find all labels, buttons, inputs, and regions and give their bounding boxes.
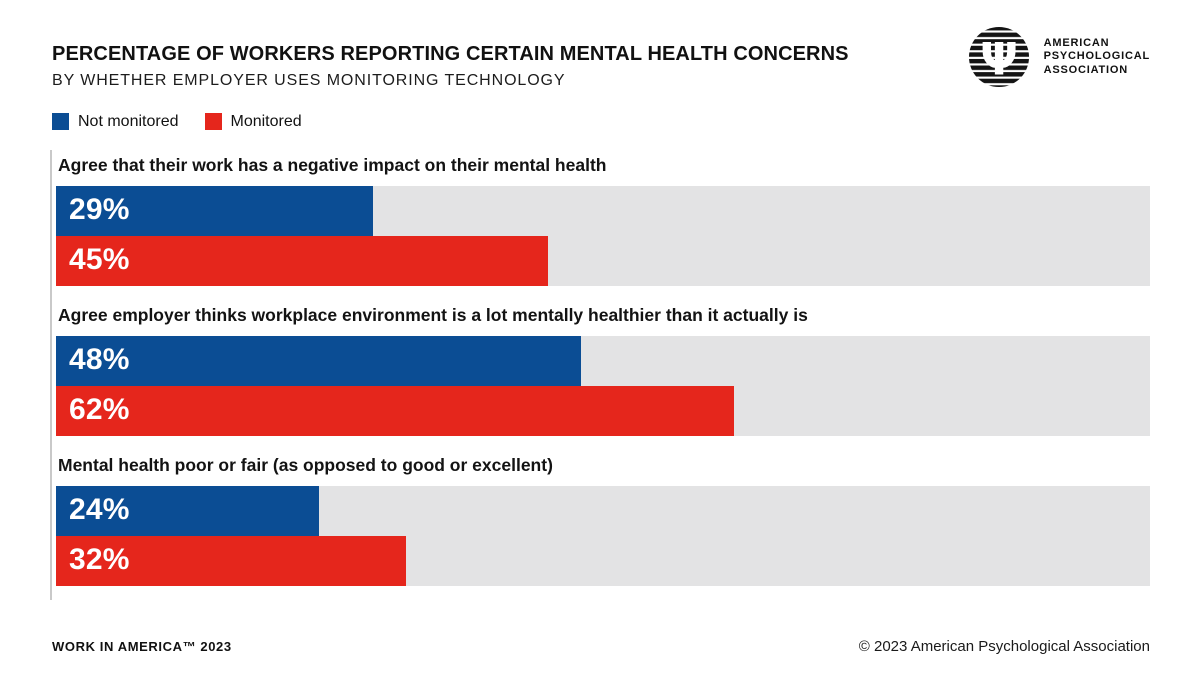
bar-track: 29% (56, 186, 1150, 236)
header: PERCENTAGE OF WORKERS REPORTING CERTAIN … (50, 0, 1150, 90)
bar-value-label: 29% (69, 193, 130, 226)
chart-group-employer-perception: Agree employer thinks workplace environm… (56, 304, 1150, 436)
legend-label-not-monitored: Not monitored (78, 112, 179, 130)
bar-value-label: 48% (69, 343, 130, 376)
bar-chart: Agree that their work has a negative imp… (50, 150, 1150, 600)
report-name: WORK IN AMERICA™ 2023 (52, 639, 232, 654)
not-monitored-swatch-icon (52, 112, 69, 130)
footer: WORK IN AMERICA™ 2023 © 2023 American Ps… (50, 638, 1150, 655)
bar-value-label: 32% (69, 543, 130, 576)
bar-monitored: 32% (56, 536, 407, 586)
bar-value-label: 24% (69, 493, 130, 526)
chart-subtitle: BY WHETHER EMPLOYER USES MONITORING TECH… (52, 72, 566, 89)
bar-track: 45% (56, 236, 1150, 286)
group-label: Agree that their work has a negative imp… (58, 155, 607, 175)
bar-value-label: 45% (69, 243, 130, 276)
svg-text:Ψ: Ψ (980, 33, 1018, 85)
bar-not-monitored: 48% (56, 336, 582, 386)
legend-label-monitored: Monitored (230, 112, 302, 130)
logo-word-3: ASSOCIATION (1043, 63, 1129, 76)
bar-monitored: 62% (56, 386, 735, 436)
bar-track: 24% (56, 486, 1150, 536)
bar-track: 48% (56, 336, 1150, 386)
copyright: © 2023 American Psychological Associatio… (858, 638, 1150, 655)
logo-wordmark: AMERICAN PSYCHOLOGICAL ASSOCIATION (1044, 37, 1150, 78)
chart-group-negative-impact: Agree that their work has a negative imp… (56, 154, 1150, 286)
logo-word-1: AMERICAN (1043, 36, 1110, 49)
legend: Not monitored Monitored (52, 112, 1150, 130)
bar-track: 62% (56, 386, 1150, 436)
bar-track: 32% (56, 536, 1150, 586)
legend-item-not-monitored: Not monitored (52, 112, 179, 130)
chart-title: PERCENTAGE OF WORKERS REPORTING CERTAIN … (52, 43, 849, 65)
bar-not-monitored: 29% (56, 186, 374, 236)
bar-monitored: 45% (56, 236, 549, 286)
bar-value-label: 62% (69, 393, 130, 426)
psi-logo-icon: Ψ (968, 26, 1029, 88)
legend-item-monitored: Monitored (204, 112, 302, 130)
group-label: Agree employer thinks workplace environm… (58, 305, 808, 325)
group-label: Mental health poor or fair (as opposed t… (58, 455, 553, 475)
bar-not-monitored: 24% (56, 486, 319, 536)
monitored-swatch-icon (204, 112, 222, 130)
logo-word-2: PSYCHOLOGICAL (1043, 50, 1150, 63)
chart-group-poor-or-fair: Mental health poor or fair (as opposed t… (56, 454, 1150, 586)
apa-logo: Ψ AMERICAN PSYCHOLOGICAL ASSOCIATION (968, 26, 1150, 88)
